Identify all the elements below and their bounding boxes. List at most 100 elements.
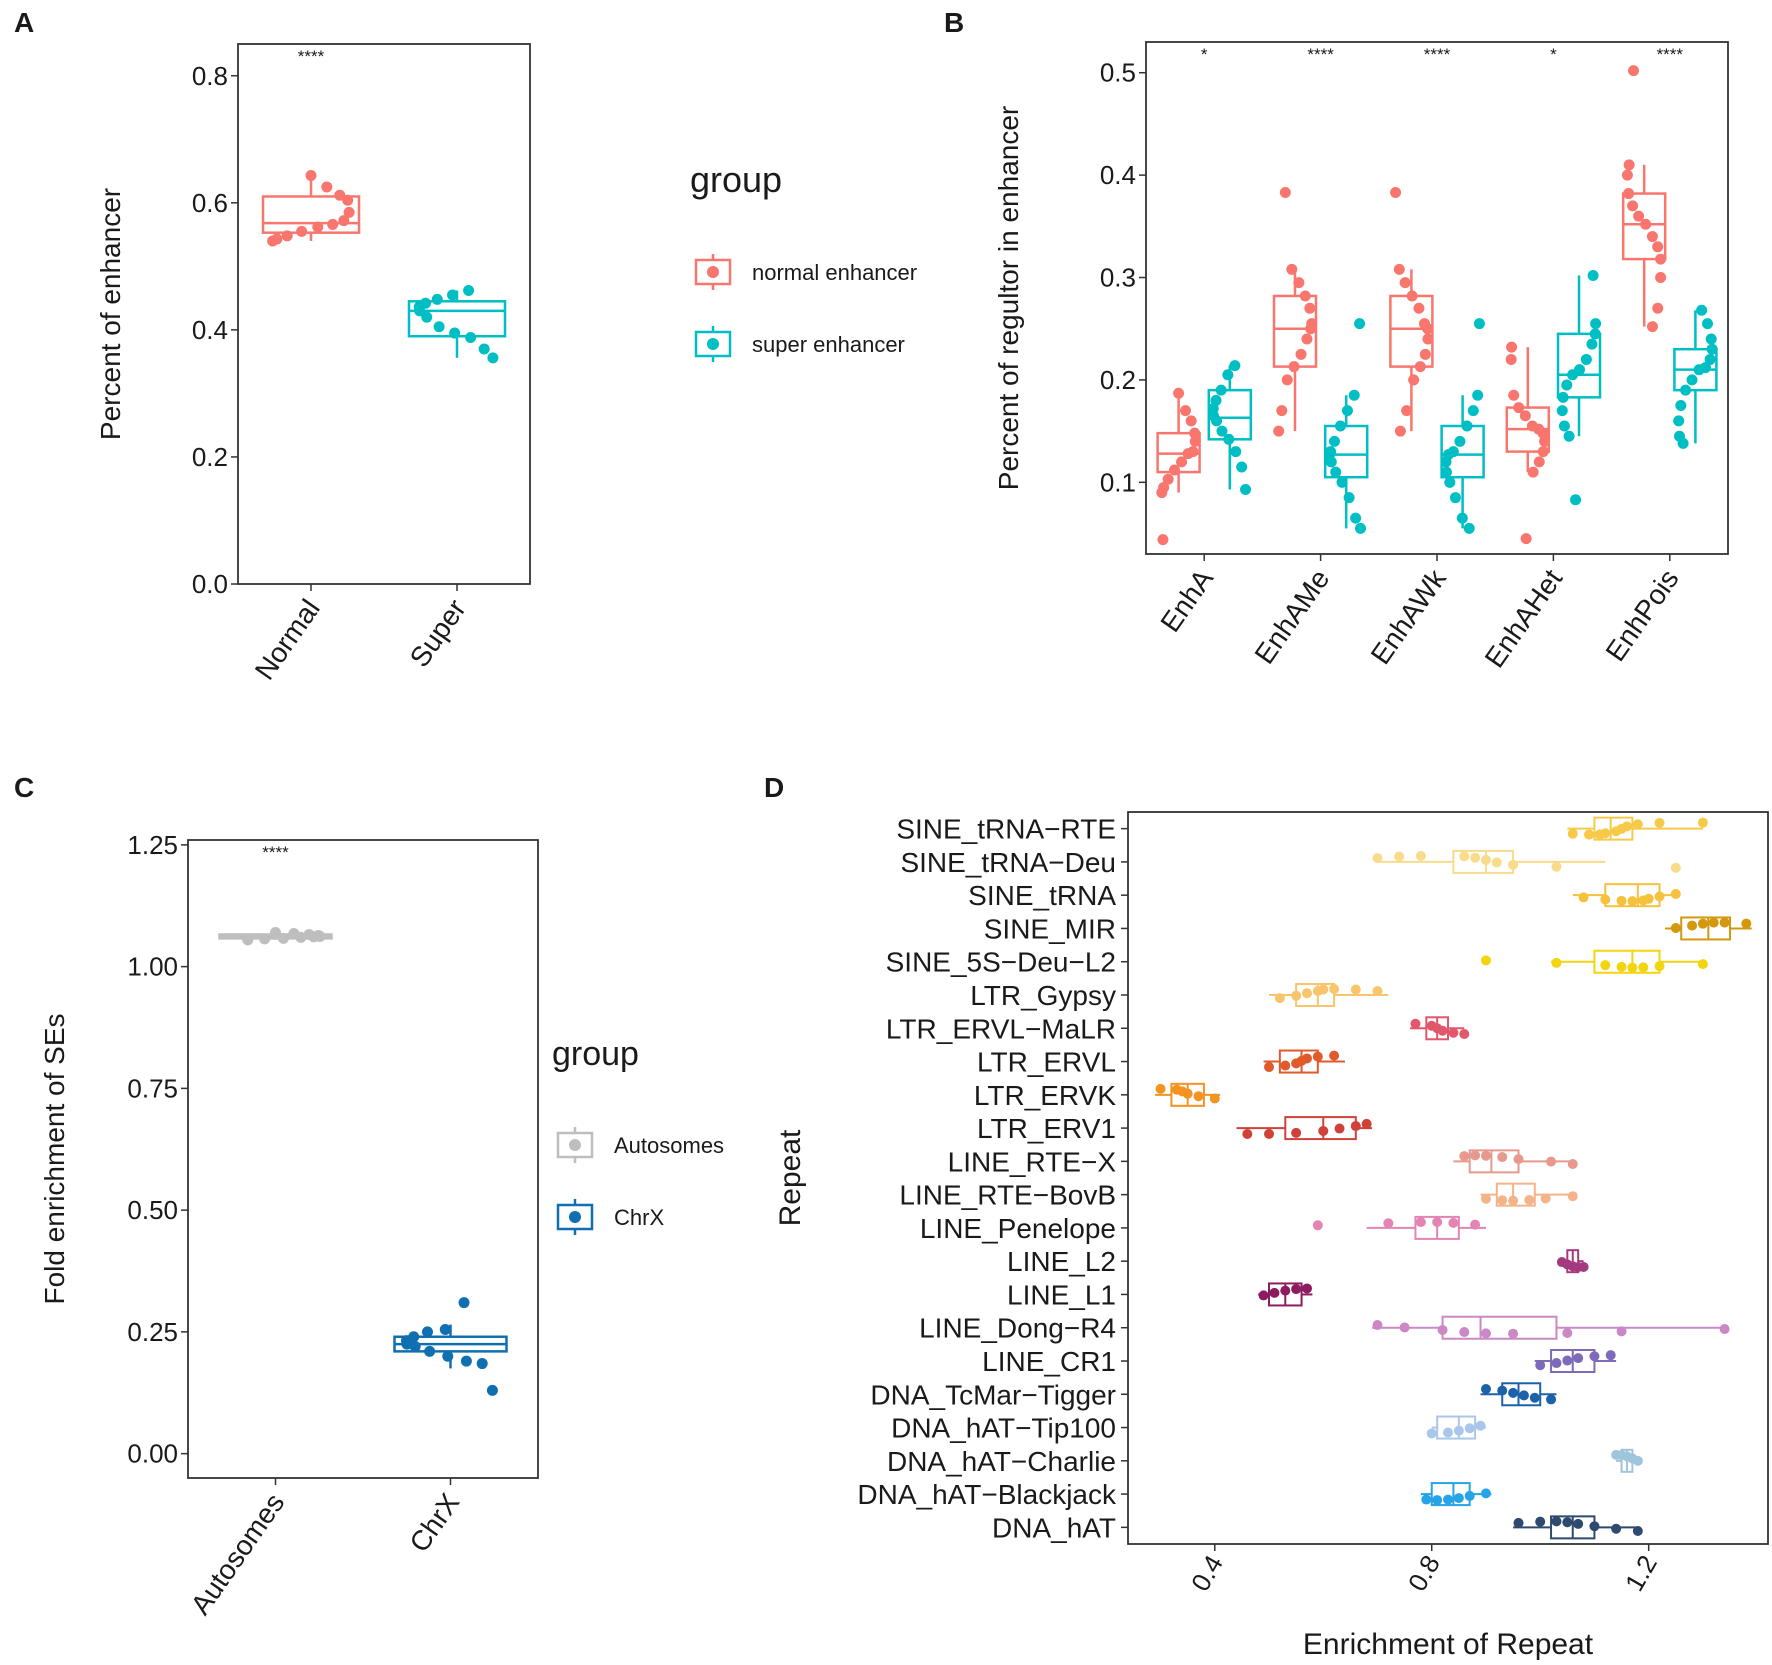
- data-point: [1456, 512, 1468, 524]
- data-point: [1269, 1287, 1280, 1298]
- data-point: [1401, 405, 1413, 417]
- data-point: [1236, 461, 1248, 473]
- data-point: [421, 1326, 433, 1338]
- data-point: [1414, 361, 1426, 373]
- panel-b: 0.1 0.2 0.3 0.4 0.5 Percent of regultor in en…: [993, 41, 1729, 673]
- data-point: [1440, 466, 1452, 478]
- legend: group Autosomes ChrX: [552, 1035, 724, 1235]
- legend-title: group: [690, 159, 782, 200]
- x-tick-label: EnhAMe: [1249, 564, 1336, 670]
- data-point: [1640, 218, 1652, 230]
- data-point: [463, 284, 475, 296]
- data-point: [1518, 1390, 1529, 1401]
- data-point: [1449, 492, 1461, 504]
- data-point: [1670, 888, 1681, 899]
- data-point: [1633, 210, 1645, 222]
- data-point: [1513, 1154, 1524, 1165]
- data-point: [1578, 1261, 1589, 1272]
- data-point: [1697, 817, 1708, 828]
- data-point: [458, 1297, 470, 1309]
- data-point: [1182, 1088, 1193, 1099]
- data-point: [1567, 1159, 1578, 1170]
- data-point: [487, 352, 499, 364]
- data-point: [1557, 391, 1569, 403]
- data-point: [1470, 852, 1481, 863]
- data-point: [1632, 1526, 1643, 1537]
- data-point: [1562, 1327, 1573, 1338]
- x-tick-label: EnhPois: [1599, 564, 1684, 667]
- data-point: [1741, 918, 1752, 929]
- data-point: [1264, 1062, 1275, 1073]
- data-point: [1223, 433, 1235, 445]
- panel-label-d: D: [764, 772, 784, 803]
- data-point: [1372, 853, 1383, 864]
- data-point: [1670, 862, 1681, 873]
- data-point: [1295, 348, 1307, 360]
- data-point: [460, 1355, 472, 1367]
- data-point: [1459, 851, 1470, 862]
- significance-label: ****: [298, 47, 325, 66]
- data-point: [1453, 1493, 1464, 1504]
- data-point: [1304, 302, 1316, 314]
- data-point: [1413, 302, 1425, 314]
- data-point: [1470, 1219, 1481, 1230]
- data-point: [1551, 957, 1562, 968]
- data-point: [1520, 533, 1532, 545]
- data-point: [1334, 420, 1346, 432]
- data-point: [1312, 1051, 1323, 1062]
- significance-label: ****: [1657, 45, 1684, 64]
- data-point: [1343, 492, 1355, 504]
- data-point: [1480, 1383, 1491, 1394]
- data-point: [1632, 819, 1643, 830]
- data-point: [1350, 984, 1361, 995]
- data-point: [1240, 483, 1252, 495]
- y-tick-label: DNA_hAT−Tip100: [891, 1413, 1116, 1444]
- data-point: [1480, 1328, 1491, 1339]
- data-point: [1444, 476, 1456, 488]
- x-tick-label: 1.2: [1619, 1550, 1663, 1596]
- data-point: [1440, 456, 1452, 468]
- y-tick-label: LTR_ERV1: [977, 1113, 1116, 1144]
- data-point: [1432, 1495, 1443, 1506]
- data-point: [1301, 333, 1313, 345]
- data-point: [1600, 828, 1611, 839]
- data-point: [1437, 1324, 1448, 1335]
- y-tick-label: LTR_ERVL−MaLR: [886, 1013, 1116, 1044]
- data-point: [1301, 1283, 1312, 1294]
- data-point: [1399, 1322, 1410, 1333]
- data-point: [1533, 456, 1545, 468]
- data-point: [1173, 387, 1185, 399]
- significance-label: ****: [262, 843, 289, 862]
- data-point: [1459, 1327, 1470, 1338]
- data-point: [1561, 379, 1573, 391]
- panel-a: 0.0 0.2 0.4 0.6 0.8 Percent of enhancer Normal…: [95, 43, 531, 685]
- data-point: [327, 218, 339, 230]
- data-point: [1280, 1060, 1291, 1071]
- data-point: [1535, 1516, 1546, 1527]
- data-point: [1567, 1191, 1578, 1202]
- data-point: [1383, 1218, 1394, 1229]
- data-point: [439, 1323, 451, 1335]
- legend-label: ChrX: [614, 1205, 664, 1230]
- data-point: [1312, 1220, 1323, 1231]
- significance-label: ****: [1307, 45, 1334, 64]
- data-point: [1655, 253, 1667, 265]
- data-point: [1421, 1494, 1432, 1505]
- data-point: [1638, 962, 1649, 973]
- data-point: [1291, 990, 1302, 1001]
- data-point: [1480, 955, 1491, 966]
- data-point: [281, 230, 293, 242]
- data-point: [1551, 1516, 1562, 1527]
- data-point: [1216, 425, 1228, 437]
- data-point: [1696, 304, 1708, 316]
- data-point: [1551, 1358, 1562, 1369]
- data-point: [1448, 1217, 1459, 1228]
- data-point: [1546, 1156, 1557, 1167]
- data-point: [1573, 1353, 1584, 1364]
- data-point: [1399, 277, 1411, 289]
- data-point: [308, 931, 320, 943]
- x-tick-label: EnhA: [1154, 563, 1219, 637]
- data-point: [1334, 1123, 1345, 1134]
- data-point: [1708, 917, 1719, 928]
- plot-frame: [187, 839, 539, 1479]
